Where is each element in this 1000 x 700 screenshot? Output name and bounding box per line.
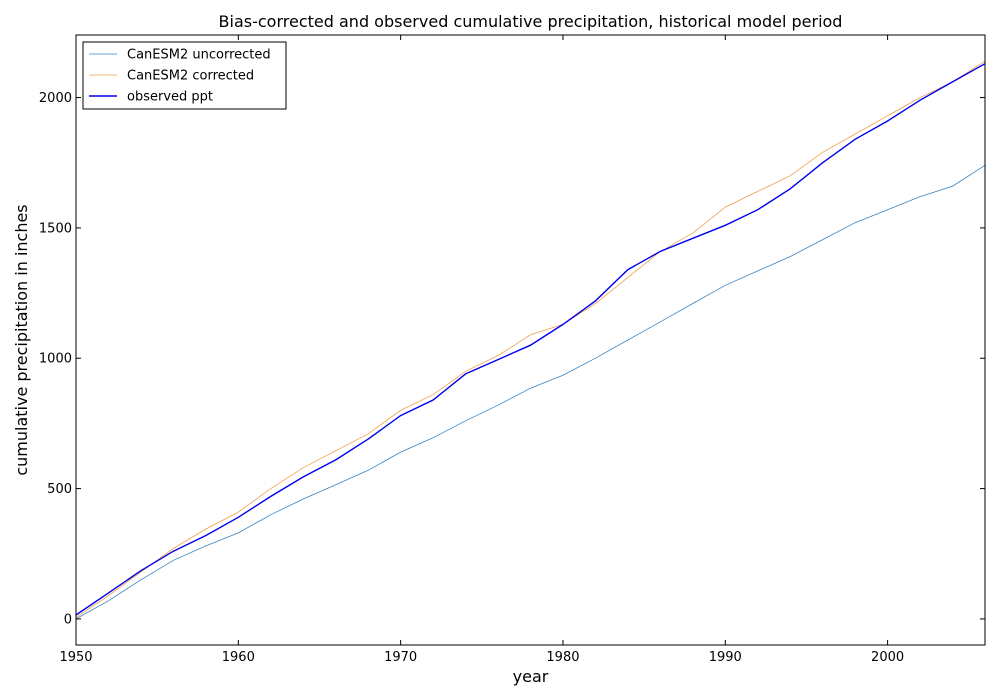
legend: CanESM2 uncorrected CanESM2 corrected obse… bbox=[82, 41, 287, 110]
chart-title: Bias-corrected and observed cumulative p… bbox=[219, 12, 843, 31]
x-axis: 1950 1960 1970 1980 1990 2000 bbox=[59, 35, 904, 665]
y-tick-label: 500 bbox=[47, 482, 72, 497]
y-axis: 0 500 1000 1500 2000 bbox=[39, 91, 985, 627]
series-line-1 bbox=[75, 60, 986, 618]
x-tick-label: 1960 bbox=[222, 650, 255, 665]
legend-label-1: CanESM2 corrected bbox=[127, 69, 254, 84]
legend-label-2: observed ppt bbox=[127, 90, 213, 105]
series-line-2 bbox=[75, 63, 986, 616]
y-tick-label: 0 bbox=[64, 612, 72, 627]
legend-label-0: CanESM2 uncorrected bbox=[127, 48, 271, 63]
series-layer bbox=[75, 60, 986, 620]
y-axis-title: cumulative precipitation in inches bbox=[12, 204, 31, 475]
x-tick-label: 1970 bbox=[384, 650, 417, 665]
x-tick-label: 2000 bbox=[871, 650, 904, 665]
y-tick-label: 1000 bbox=[39, 352, 72, 367]
x-tick-label: 1950 bbox=[59, 650, 92, 665]
y-tick-label: 2000 bbox=[39, 91, 72, 106]
series-line-0 bbox=[75, 164, 986, 620]
x-tick-label: 1990 bbox=[709, 650, 742, 665]
x-tick-label: 1980 bbox=[546, 650, 579, 665]
plot-frame bbox=[75, 34, 986, 646]
legend-box bbox=[82, 41, 287, 110]
y-tick-label: 1500 bbox=[39, 221, 72, 236]
x-axis-title: year bbox=[513, 667, 549, 686]
